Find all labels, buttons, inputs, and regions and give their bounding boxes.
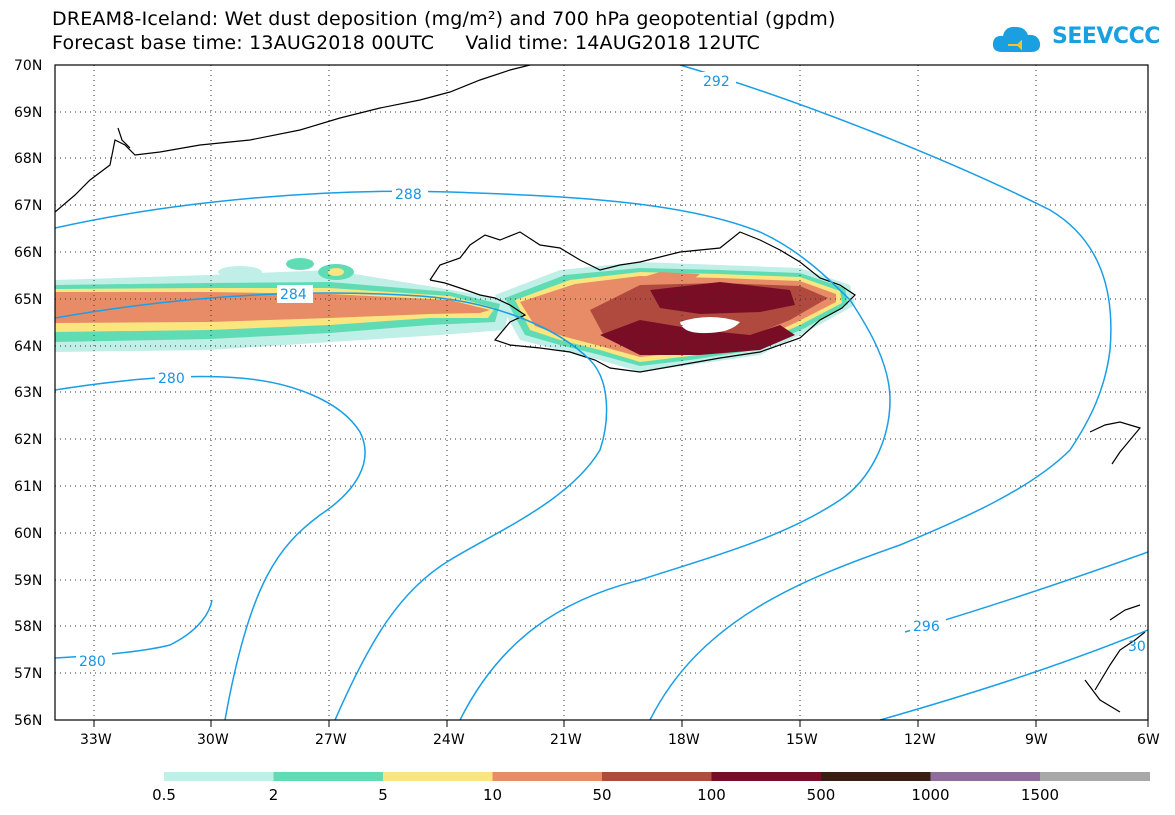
lon-label: 27W [315,732,347,748]
lat-label: 66N [14,245,42,261]
lat-label: 64N [14,339,42,355]
map-frame [54,64,1149,721]
contour-label: 30 [1128,639,1146,655]
forecast-times: Forecast base time: 13AUG2018 00UTC Vali… [52,32,761,54]
legend-label: 10 [483,786,502,804]
map-title: DREAM8-Iceland: Wet dust deposition (mg/… [52,8,836,30]
legend-swatch [821,772,931,781]
lat-label: 63N [14,385,42,401]
lon-label: 21W [550,732,582,748]
contour-label: 280 [158,371,185,387]
dust-deposition-field [55,258,855,372]
lon-label: 6W [1137,732,1160,748]
lat-label: 62N [14,432,42,448]
lon-label: 30W [197,732,229,748]
legend-swatch [164,772,274,781]
lon-label: 24W [433,732,465,748]
coastlines [55,65,1146,713]
cloud-icon [992,26,1041,52]
lat-label: 57N [14,666,42,682]
legend-swatch [492,772,603,781]
logo-text: SEEVCCC [1052,24,1160,49]
lat-label: 59N [14,573,42,589]
lat-label: 67N [14,198,42,214]
contour-label: 292 [703,74,730,90]
legend-label: 100 [697,786,726,804]
contour-label: 280 [79,654,106,670]
legend-label: 50 [592,786,611,804]
lon-label: 15W [786,732,818,748]
latitude-labels: 70N 69N 68N 67N 66N 65N 64N 63N 62N 61N … [14,58,42,729]
lat-label: 65N [14,292,42,308]
contour-label: 296 [913,619,940,635]
graticule [55,65,1148,720]
lat-label: 56N [14,713,42,729]
lon-label: 18W [668,732,700,748]
lat-label: 68N [14,151,42,167]
lat-label: 60N [14,526,42,542]
legend-swatch [383,772,493,781]
legend-label: 1000 [911,786,949,804]
lat-label: 61N [14,479,42,495]
color-legend: 0.5 2 5 10 50 100 500 1000 1500 [152,772,1150,804]
legend-label: 1500 [1021,786,1059,804]
contour-label: 288 [395,187,422,203]
lon-label: 12W [904,732,936,748]
legend-swatch [602,772,712,781]
legend-label: 2 [269,786,279,804]
longitude-labels: 33W 30W 27W 24W 21W 18W 15W 12W 9W 6W [80,732,1160,748]
legend-label: 0.5 [152,786,176,804]
contour-label: 284 [280,287,307,303]
legend-label: 5 [378,786,388,804]
axis-ticks [93,720,1149,727]
geopotential-contours [55,65,1148,720]
lat-label: 69N [14,105,42,121]
legend-label: 500 [807,786,836,804]
legend-swatch [1040,772,1150,781]
contour-labels: 292 288 284 280 280 296 30 [76,72,1146,670]
lon-label: 9W [1025,732,1048,748]
lon-label: 33W [80,732,112,748]
lat-label: 70N [14,58,42,74]
lat-label: 58N [14,619,42,635]
legend-swatch [711,772,822,781]
legend-swatch [930,772,1041,781]
legend-swatch [273,772,384,781]
